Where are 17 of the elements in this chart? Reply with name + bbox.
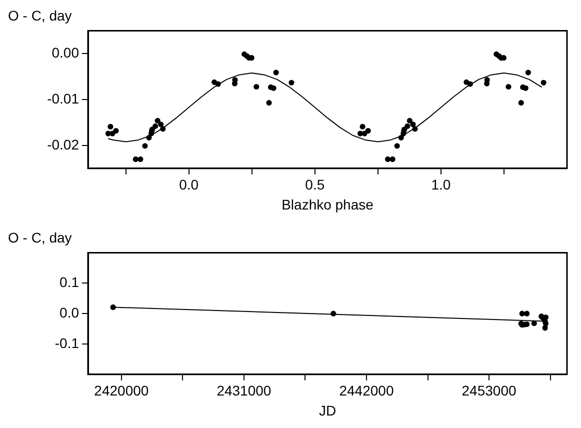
x-tick-label: 2442000 [339,382,394,399]
y-tick-label: 0.1 [60,274,80,290]
x-tick-label: 0.0 [179,176,199,193]
y-tick-label: -0.1 [54,334,80,351]
x-tick-label: 2453000 [462,382,516,399]
x-tick-label: 2420000 [94,382,149,399]
y-tick-label: -0.02 [47,136,80,152]
x-axis-title: JD [318,402,336,418]
y-tick-label: -0.01 [47,90,80,106]
x-axis-title: Blazhko phase [282,196,374,212]
y-axis-title: O - C, day [8,7,72,24]
x-tick-label: 0.5 [305,176,325,193]
y-tick-label: 0.00 [52,44,80,61]
y-tick-label: 0.0 [60,304,80,320]
x-tick-label: 2431000 [216,382,272,399]
y-axis-title: O - C, day [8,229,72,246]
x-tick-label: 1.0 [431,176,451,193]
